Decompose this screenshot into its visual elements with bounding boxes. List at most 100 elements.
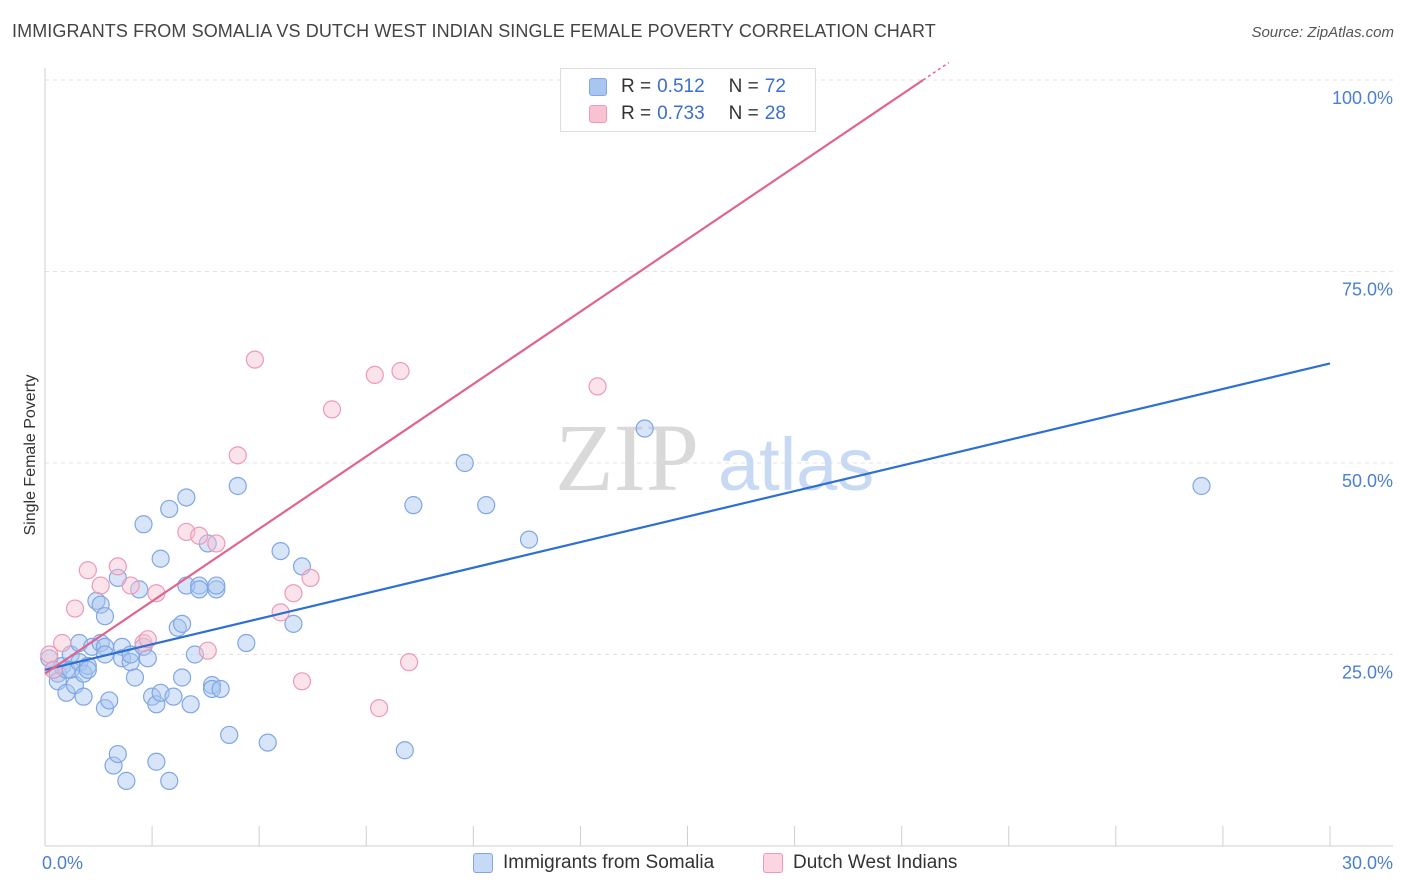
axes <box>44 68 1393 847</box>
point-somalia <box>125 668 145 687</box>
x-tick-label: 30.0% <box>1342 853 1393 873</box>
point-dutch-west-indian <box>91 576 110 595</box>
point-dutch-west-indian <box>284 584 303 603</box>
legend-swatch-dutch <box>589 105 607 123</box>
y-tick-label: 75.0% <box>1342 280 1393 300</box>
point-somalia <box>100 691 119 710</box>
point-somalia <box>211 679 230 699</box>
point-dutch-west-indian <box>78 561 97 580</box>
point-somalia <box>151 549 170 568</box>
point-somalia <box>237 633 256 653</box>
point-somalia <box>172 614 192 633</box>
bottom-legend-label-somalia: Immigrants from Somalia <box>503 852 715 873</box>
legend-r-value: 0.512 <box>657 76 705 97</box>
point-dutch-west-indian <box>292 672 312 691</box>
point-somalia <box>112 649 132 668</box>
point-dutch-west-indian <box>399 653 419 672</box>
point-somalia <box>284 614 303 633</box>
grid-lines <box>45 79 1393 655</box>
legend-n-value: 28 <box>764 103 786 124</box>
point-somalia <box>202 676 222 695</box>
point-dutch-west-indian <box>588 377 607 396</box>
x-tick-label: 0.0% <box>42 853 83 873</box>
point-somalia <box>220 725 239 745</box>
data-points <box>40 70 1211 790</box>
legend-swatch-somalia <box>589 78 607 96</box>
source-label: Source: ZipAtlas.com <box>1251 24 1394 41</box>
point-somalia <box>104 756 123 775</box>
point-somalia <box>78 660 97 679</box>
y-axis-label: Single Female Poverty <box>22 375 39 536</box>
trend-lines <box>44 62 1331 675</box>
point-somalia <box>117 771 136 790</box>
point-somalia <box>74 687 93 706</box>
point-somalia <box>172 668 192 687</box>
y-tick-label: 100.0% <box>1332 88 1393 108</box>
watermark-zip: ZIP <box>555 404 699 511</box>
watermark-atlas: atlas <box>718 423 874 506</box>
point-dutch-west-indian <box>65 599 85 618</box>
point-somalia <box>108 744 127 764</box>
point-dutch-west-indian <box>121 576 140 595</box>
trend-line-dutch-west-indian <box>44 79 924 675</box>
legend-n-label: N = <box>728 103 759 124</box>
legend-row-somalia: R = 0.512 N = 72 <box>589 74 786 100</box>
point-somalia <box>164 687 183 706</box>
legend-n-value: 72 <box>764 76 786 97</box>
point-dutch-west-indian <box>245 350 264 369</box>
y-tick-label: 25.0% <box>1342 663 1393 683</box>
point-somalia <box>160 771 179 790</box>
legend-r-value: 0.733 <box>657 103 705 124</box>
point-dutch-west-indian <box>108 557 127 576</box>
point-somalia <box>134 515 153 534</box>
point-somalia <box>177 488 196 507</box>
point-somalia <box>455 453 474 473</box>
point-somalia <box>635 419 654 438</box>
point-somalia <box>95 607 115 626</box>
point-somalia <box>181 695 200 714</box>
bottom-legend-swatch-dutch <box>763 853 783 873</box>
point-somalia <box>160 499 179 519</box>
trend-line-somalia <box>44 362 1331 671</box>
point-dutch-west-indian <box>365 365 384 385</box>
bottom-legend-dutch: Dutch West Indians <box>763 852 957 874</box>
point-dutch-west-indian <box>228 446 247 465</box>
tick-labels: 25.0% 50.0% 75.0% 100.0% 0.0% 30.0% <box>42 88 1393 873</box>
legend-n-label: N = <box>728 76 759 97</box>
point-somalia <box>138 649 157 668</box>
point-dutch-west-indian <box>322 400 342 419</box>
point-dutch-west-indian <box>370 699 389 718</box>
chart-title: IMMIGRANTS FROM SOMALIA VS DUTCH WEST IN… <box>12 21 936 41</box>
point-dutch-west-indian <box>207 534 226 553</box>
point-somalia <box>477 496 496 515</box>
trend-extension-dutch-west-indian <box>922 62 950 81</box>
legend-box: R = 0.512 N = 72 R = 0.733 N = 28 <box>560 68 816 132</box>
point-dutch-west-indian <box>391 361 410 381</box>
y-tick-label: 50.0% <box>1342 471 1393 491</box>
bottom-legend-somalia: Immigrants from Somalia <box>473 852 714 874</box>
point-somalia <box>228 476 247 496</box>
point-somalia <box>271 541 290 561</box>
point-somalia <box>207 576 226 595</box>
legend-r-label: R = <box>621 103 652 124</box>
point-somalia <box>395 741 414 760</box>
legend-r-label: R = <box>621 76 652 97</box>
point-dutch-west-indian <box>301 568 320 588</box>
point-somalia <box>1192 476 1211 496</box>
point-somalia <box>519 530 539 549</box>
point-somalia <box>147 695 166 714</box>
point-somalia <box>190 580 209 599</box>
point-somalia <box>91 595 110 614</box>
point-dutch-west-indian <box>190 526 209 545</box>
point-dutch-west-indian <box>53 633 72 653</box>
bottom-legend-label-dutch: Dutch West Indians <box>793 852 958 873</box>
bottom-legend-swatch-somalia <box>473 853 493 873</box>
point-somalia <box>404 496 423 515</box>
point-somalia <box>258 733 277 752</box>
point-dutch-west-indian <box>198 641 217 660</box>
point-somalia <box>147 752 166 771</box>
point-somalia <box>207 580 226 599</box>
legend-row-dutch: R = 0.733 N = 28 <box>589 101 786 127</box>
point-somalia <box>130 580 149 599</box>
